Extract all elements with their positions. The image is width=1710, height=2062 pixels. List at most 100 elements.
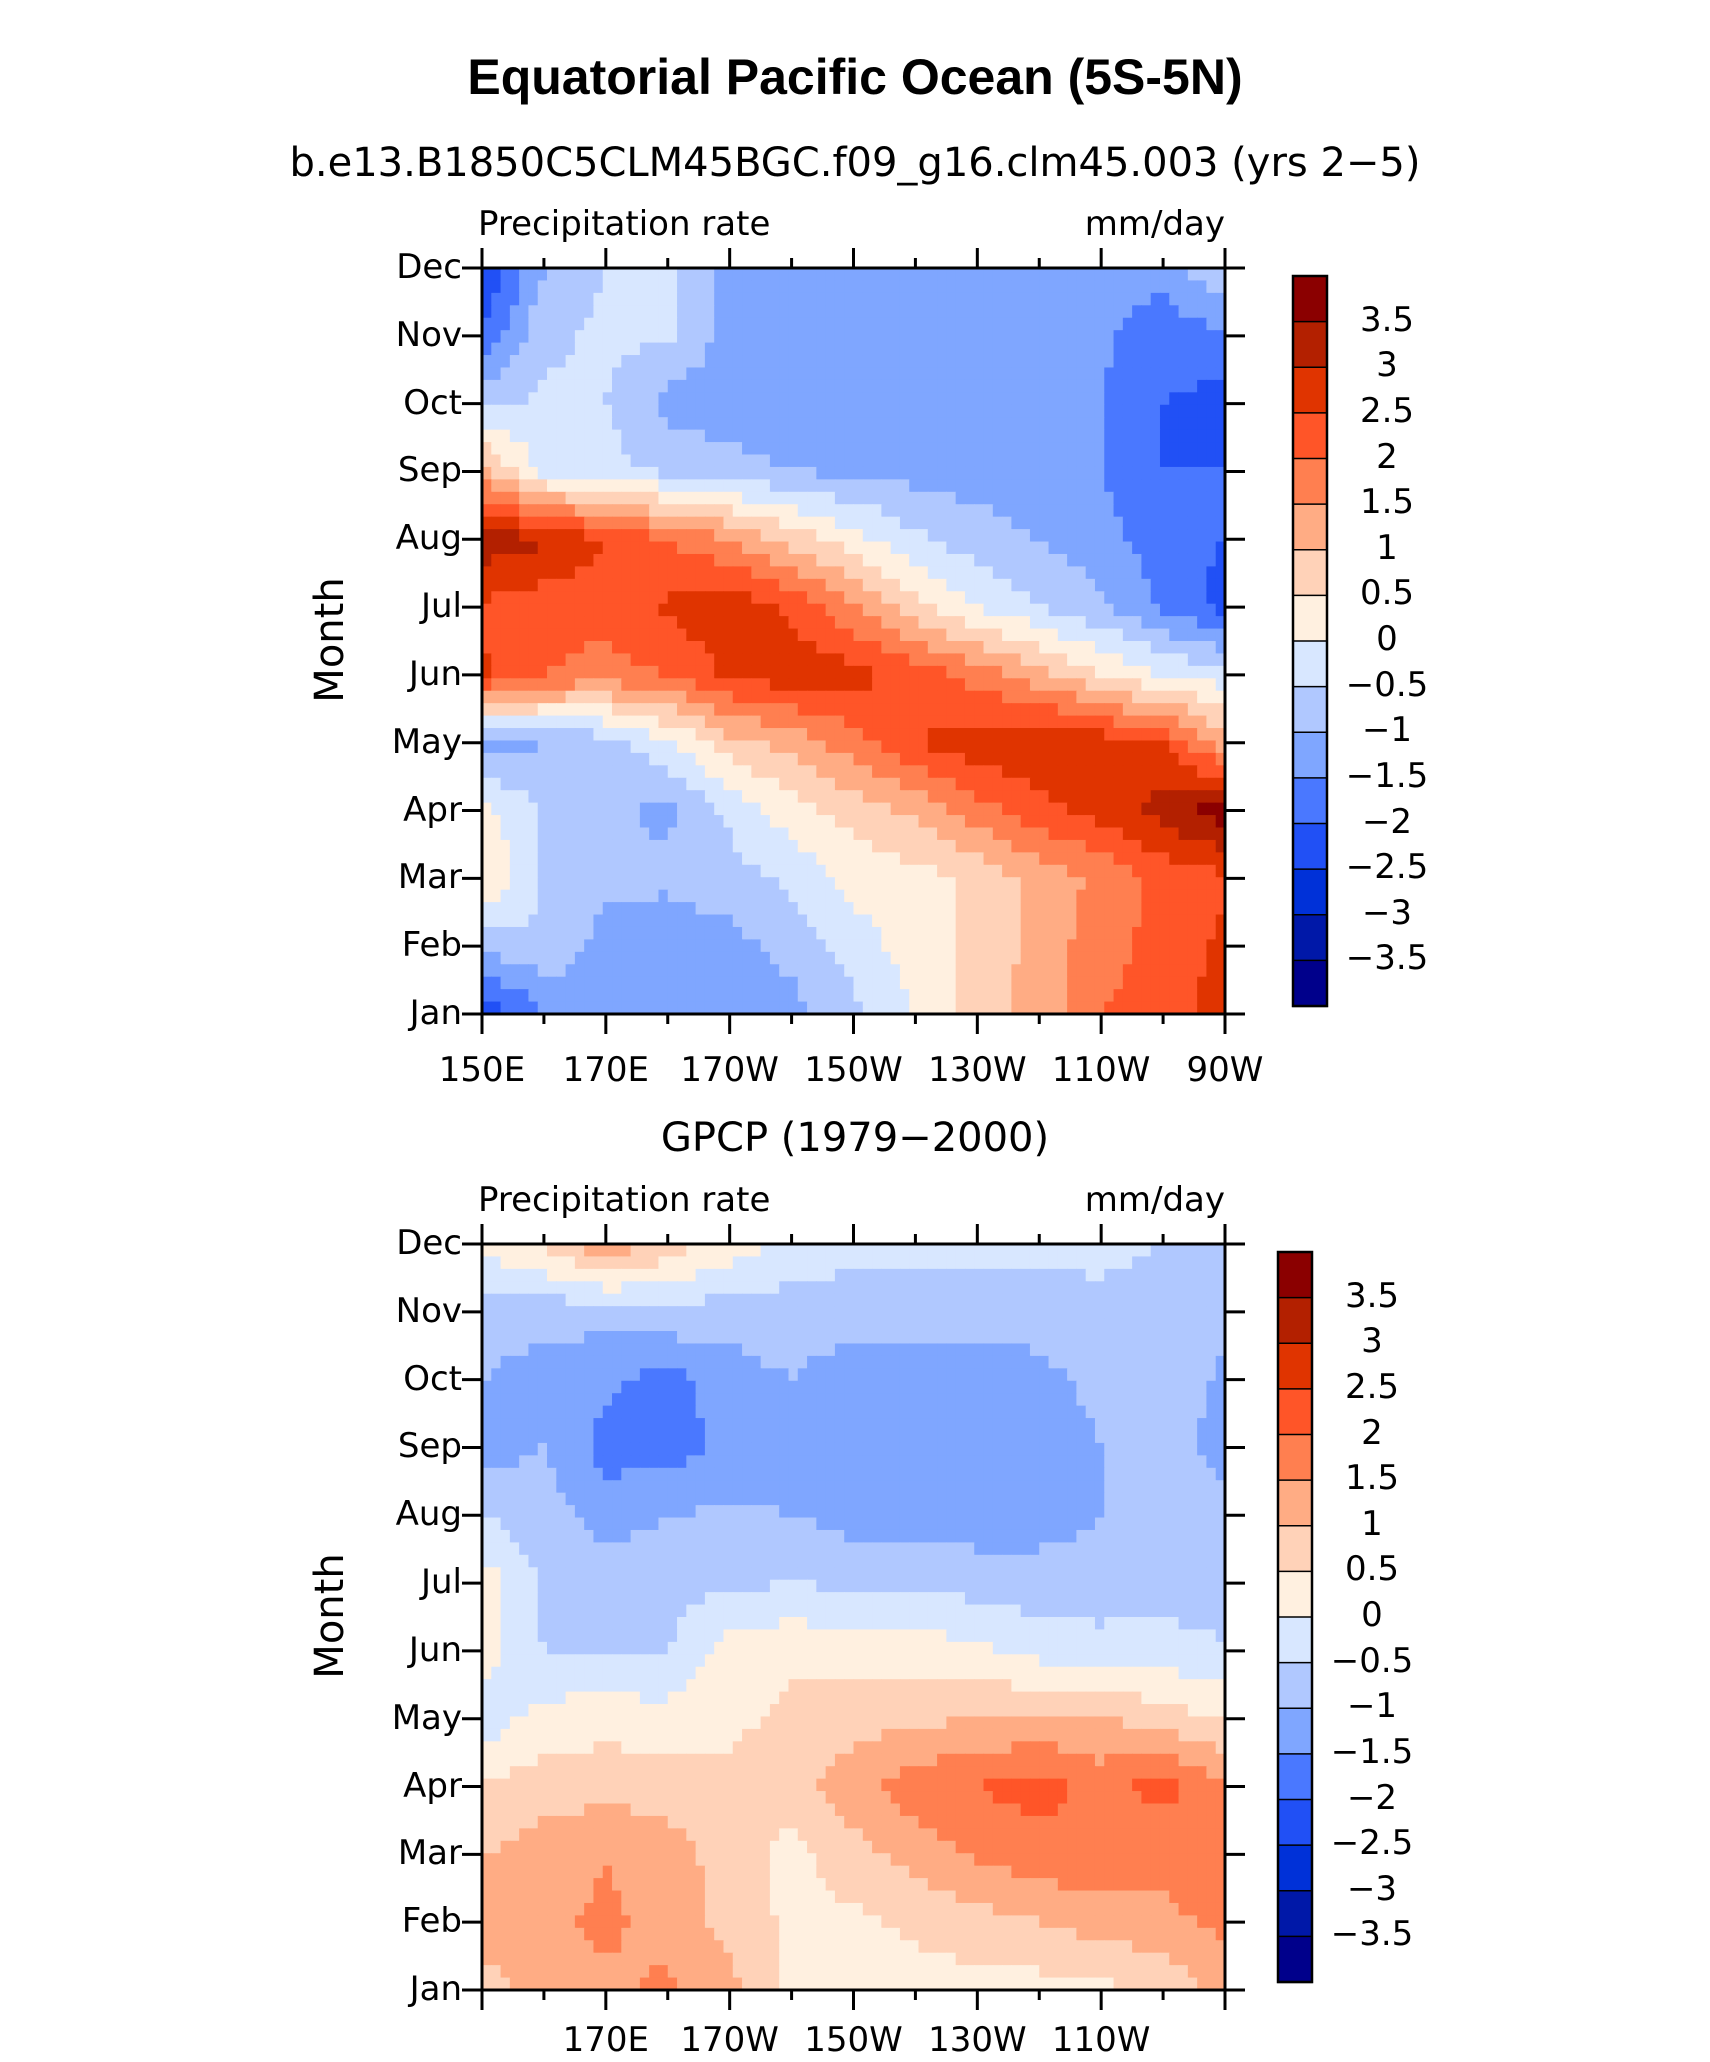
heatmap-cell — [547, 877, 557, 891]
heatmap-cell — [1169, 566, 1180, 580]
heatmap-cell — [574, 728, 585, 742]
heatmap-cell — [1039, 355, 1050, 369]
heatmap-cell — [1039, 578, 1050, 592]
heatmap-cell — [732, 790, 743, 804]
heatmap-cell — [853, 466, 864, 480]
heatmap-cell — [1048, 578, 1059, 592]
heatmap-cell — [769, 926, 780, 940]
heatmap-cell — [974, 429, 985, 443]
heatmap-cell — [751, 790, 762, 804]
colorbar-swatch — [1292, 320, 1328, 369]
heatmap-cell — [992, 777, 1003, 791]
heatmap-cell — [1159, 690, 1170, 704]
heatmap-cell — [946, 678, 957, 692]
heatmap-cell — [528, 491, 539, 505]
heatmap-cell — [890, 790, 901, 804]
heatmap-cell — [1002, 553, 1012, 567]
heatmap-cell — [509, 491, 520, 505]
heatmap-cell — [732, 454, 743, 468]
heatmap-cell — [1150, 305, 1161, 319]
heatmap-cell — [1187, 815, 1198, 829]
heatmap-cell — [816, 839, 827, 853]
heatmap-cell — [602, 653, 613, 667]
heatmap-cell — [584, 715, 595, 729]
heatmap-cell — [797, 603, 808, 617]
heatmap-cell — [677, 616, 687, 630]
heatmap-cell — [779, 591, 790, 605]
heatmap-cell — [1094, 367, 1105, 381]
heatmap-cell — [1169, 777, 1180, 791]
heatmap-cell — [807, 815, 817, 829]
heatmap-cell — [1020, 466, 1031, 480]
heatmap-cell — [621, 591, 632, 605]
heatmap-cell — [1048, 877, 1059, 891]
heatmap-cell — [547, 790, 557, 804]
heatmap-cell — [816, 926, 827, 940]
heatmap-cell — [621, 1256, 632, 1270]
heatmap-cell — [621, 703, 632, 717]
heatmap-cell — [1141, 752, 1152, 766]
heatmap-cell — [686, 877, 697, 891]
heatmap-cell — [872, 939, 882, 953]
heatmap-cell — [723, 989, 734, 1003]
heatmap-cell — [602, 330, 613, 344]
heatmap-cell — [1104, 790, 1115, 804]
heatmap-cell — [686, 914, 697, 928]
heatmap-cell — [825, 740, 836, 754]
heatmap-cell — [1085, 317, 1096, 331]
heatmap-cell — [1159, 926, 1170, 940]
heatmap-cell — [779, 864, 790, 878]
heatmap-cell — [807, 268, 817, 282]
heatmap-cell — [983, 603, 994, 617]
heatmap-cell — [899, 715, 910, 729]
heatmap-cell — [519, 392, 530, 406]
heatmap-cell — [528, 317, 539, 331]
heatmap-cell — [1104, 616, 1115, 630]
heatmap-cell — [974, 864, 985, 878]
heatmap-cell — [1094, 827, 1105, 841]
heatmap-cell — [593, 616, 604, 630]
heatmap-cell — [1085, 628, 1096, 642]
heatmap-cell — [1206, 951, 1217, 965]
heatmap-cell — [983, 802, 994, 816]
heatmap-cell — [621, 790, 632, 804]
heatmap-cell — [695, 553, 706, 567]
heatmap-cell — [834, 665, 845, 679]
heatmap-cell — [1178, 653, 1189, 667]
heatmap-cell — [974, 752, 985, 766]
heatmap-cell — [658, 827, 669, 841]
heatmap-cell — [1197, 728, 1208, 742]
heatmap-cell — [1029, 591, 1040, 605]
heatmap-cell — [537, 889, 548, 903]
heatmap-cell — [565, 951, 576, 965]
heatmap-cell — [1067, 330, 1077, 344]
heatmap-cell — [1215, 280, 1226, 294]
heatmap-cell — [1002, 342, 1012, 356]
heatmap-cell — [491, 342, 502, 356]
heatmap-cell — [1076, 268, 1087, 282]
heatmap-cell — [807, 578, 817, 592]
heatmap-cell — [834, 330, 845, 344]
heatmap-cell — [1057, 653, 1068, 667]
heatmap-cell — [1178, 628, 1189, 642]
heatmap-cell — [528, 951, 539, 965]
heatmap-cell — [909, 628, 920, 642]
heatmap-cell — [649, 889, 660, 903]
heatmap-cell — [565, 417, 576, 431]
heatmap-cell — [593, 964, 604, 978]
heatmap-cell — [649, 479, 660, 493]
heatmap-cell — [500, 715, 511, 729]
heatmap-cell — [1057, 752, 1068, 766]
heatmap-cell — [1067, 280, 1077, 294]
heatmap-cell — [593, 728, 604, 742]
heatmap-cell — [686, 690, 697, 704]
heatmap-cell — [1113, 541, 1124, 555]
heatmap-cell — [1132, 989, 1143, 1003]
heatmap-cell — [937, 479, 947, 493]
heatmap-cell — [881, 516, 892, 530]
heatmap-cell — [946, 442, 957, 456]
heatmap-cell — [612, 728, 622, 742]
heatmap-cell — [1132, 305, 1143, 319]
heatmap-cell — [1187, 466, 1198, 480]
heatmap-cell — [677, 989, 687, 1003]
